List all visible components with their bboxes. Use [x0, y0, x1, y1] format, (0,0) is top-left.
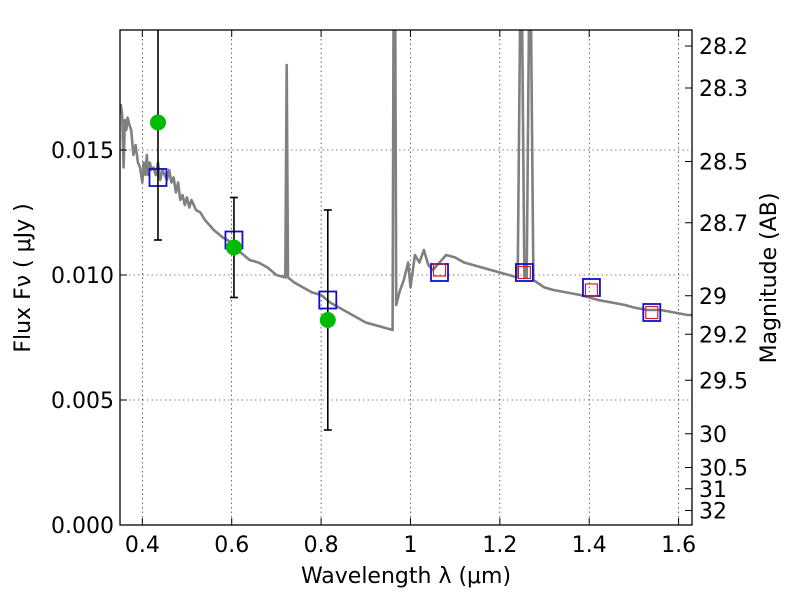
y-axis-left: 0.000 0.005 0.010 0.015 [51, 139, 127, 539]
x-tick-label: 0.4 [125, 533, 160, 558]
model-photometry-square [515, 263, 534, 282]
y-axis-right-label: Magnitude (AB) [757, 193, 782, 364]
x-tick-label: 0.6 [214, 533, 249, 558]
observed-photometry-square [517, 265, 532, 280]
right-tick-label: 28.2 [699, 35, 748, 60]
x-tick-label: 1.2 [482, 533, 517, 558]
x-tick-label: 1 [403, 533, 417, 558]
right-tick-label: 30.5 [699, 457, 748, 482]
y-tick-label: 0.015 [51, 139, 114, 164]
plot-frame [119, 29, 693, 526]
observed-photometry-square [584, 283, 599, 297]
x-tick-label: 1.4 [572, 533, 607, 558]
x-tick-label: 0.8 [304, 533, 339, 558]
y-axis-label: Flux Fν ( μJy ) [11, 203, 36, 352]
right-tick-label: 29.2 [699, 323, 748, 348]
data-point [225, 239, 242, 256]
y-tick-label: 0.010 [51, 264, 114, 289]
right-tick-label: 30 [699, 423, 727, 448]
observed-photometry-square [432, 263, 447, 277]
x-axis-label: Wavelength λ (μm) [301, 564, 511, 589]
x-axis: 0.4 0.6 0.8 1 1.2 1.4 1.6 [125, 30, 696, 558]
x-tick-label: 1.6 [661, 533, 696, 558]
data-point [149, 114, 166, 131]
observed-photometry-square [645, 305, 659, 320]
y-tick-label: 0.005 [51, 389, 114, 414]
right-tick-label: 29 [699, 285, 727, 310]
model-photometry-square [642, 303, 662, 322]
right-tick-label: 29.5 [699, 369, 748, 394]
right-tick-label: 28.5 [699, 151, 748, 176]
data-point [319, 312, 336, 328]
right-tick-label: 28.3 [699, 77, 748, 102]
right-tick-label: 32 [699, 500, 727, 525]
sed-model-line [120, 30, 692, 332]
y-tick-label: 0.000 [51, 514, 114, 539]
right-tick-label: 31 [699, 478, 727, 503]
right-tick-label: 28.7 [699, 212, 748, 237]
error-bars [149, 30, 336, 431]
